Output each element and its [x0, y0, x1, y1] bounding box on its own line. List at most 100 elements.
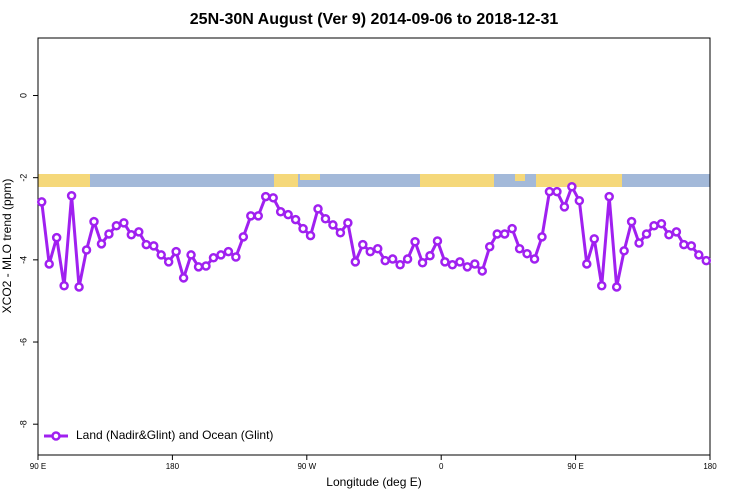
data-point — [246, 211, 256, 221]
data-point — [231, 252, 241, 262]
data-point — [440, 257, 450, 267]
data-point — [641, 229, 652, 239]
data-point — [432, 236, 443, 246]
data-point — [380, 255, 390, 266]
data-point — [119, 218, 129, 228]
data-point — [470, 259, 480, 269]
data-point — [395, 260, 405, 270]
data-point — [358, 239, 368, 250]
legend-marker — [51, 431, 61, 441]
data-point — [462, 262, 473, 272]
data-point — [74, 282, 84, 292]
data-point — [163, 257, 174, 267]
data-point — [671, 227, 682, 237]
data-point — [559, 202, 570, 212]
x-tick-label: 90 W — [297, 462, 316, 471]
data-point — [36, 197, 47, 207]
y-tick-label: -6 — [18, 338, 28, 346]
data-point — [335, 227, 346, 238]
data-point — [664, 230, 674, 240]
data-point — [96, 239, 107, 249]
data-point — [141, 239, 152, 250]
data-point — [290, 214, 301, 225]
y-axis-label: XCO2 - MLO trend (ppm) — [0, 179, 14, 314]
data-point — [410, 237, 420, 247]
data-point — [387, 254, 398, 264]
data-point — [589, 234, 600, 244]
data-point — [425, 250, 435, 261]
data-point — [253, 211, 264, 221]
data-point — [522, 248, 532, 259]
x-tick-label: 0 — [439, 462, 444, 471]
data-point — [148, 241, 159, 251]
data-point — [260, 191, 271, 202]
data-point — [365, 246, 376, 257]
data-point — [126, 230, 137, 240]
data-point — [649, 221, 659, 231]
data-point — [679, 239, 689, 250]
data-point — [582, 259, 592, 269]
data-point — [656, 218, 667, 229]
data-point — [283, 209, 293, 220]
y-tick-label: -2 — [18, 174, 28, 182]
data-point — [134, 227, 144, 237]
series-line — [40, 183, 708, 288]
y-tick-label: 0 — [18, 93, 28, 98]
data-point — [604, 191, 614, 202]
data-point — [455, 257, 465, 267]
data-point — [238, 232, 249, 242]
data-point — [574, 195, 585, 206]
data-point — [350, 257, 361, 267]
data-point — [51, 232, 62, 243]
data-point — [275, 207, 286, 217]
data-point — [328, 220, 338, 230]
data-point — [201, 261, 211, 271]
data-point — [298, 223, 308, 234]
data-point — [686, 241, 697, 251]
data-point — [626, 216, 637, 227]
data-point — [492, 229, 502, 239]
data-point — [417, 257, 428, 268]
data-point — [529, 254, 540, 264]
data-point — [514, 244, 525, 254]
data-point — [634, 238, 644, 248]
data-point — [66, 191, 77, 201]
data-point — [343, 218, 353, 228]
chart-title: 25N-30N August (Ver 9) 2014-09-06 to 201… — [190, 11, 559, 28]
legend-label: Land (Nadir&Glint) and Ocean (Glint) — [76, 428, 273, 442]
data-point — [477, 266, 488, 276]
data-point — [216, 250, 226, 260]
data-point — [89, 216, 99, 227]
data-point — [499, 229, 510, 239]
land-ocean-strip — [38, 174, 710, 187]
y-tick-label: -8 — [18, 420, 28, 428]
x-axis-label: Longitude (deg E) — [326, 475, 421, 489]
data-point — [402, 254, 413, 264]
data-point — [701, 255, 712, 266]
data-point — [372, 244, 383, 254]
data-point — [619, 246, 629, 256]
data-point — [81, 245, 92, 255]
data-point — [178, 273, 189, 283]
x-tick-label: 90 E — [30, 462, 46, 471]
data-point — [171, 246, 181, 257]
data-point — [567, 181, 577, 192]
plot-frame — [37, 37, 711, 456]
x-tick-label: 90 E — [567, 462, 583, 471]
data-point — [59, 280, 69, 291]
data-point — [193, 262, 204, 272]
data-point — [320, 214, 331, 224]
data-point — [596, 280, 607, 291]
data-point — [694, 250, 704, 260]
data-point — [611, 282, 622, 292]
data-point — [447, 260, 458, 270]
data-point — [208, 253, 219, 263]
data-point — [111, 221, 122, 231]
data-point — [156, 250, 166, 260]
data-point — [223, 246, 234, 257]
data-point — [507, 223, 517, 234]
data-point — [552, 186, 562, 197]
data-point — [104, 229, 114, 239]
